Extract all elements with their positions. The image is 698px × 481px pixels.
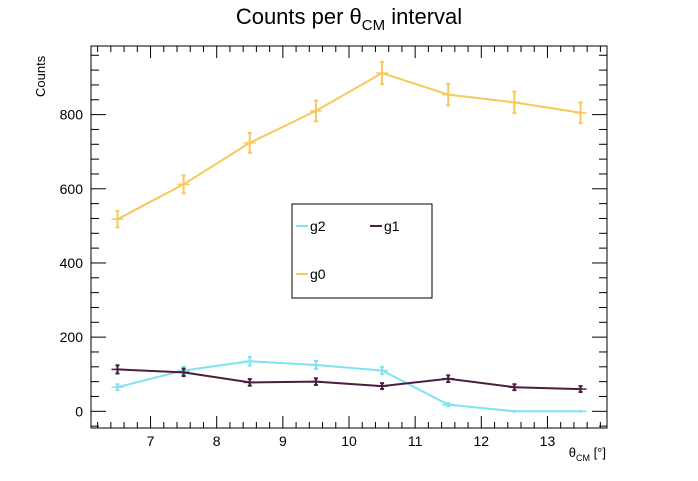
legend: g2 g1 g0: [292, 204, 432, 298]
data-point-g0: [116, 218, 119, 221]
data-point-g2: [513, 410, 516, 413]
x-tick-label: 12: [474, 433, 490, 449]
data-point-g0: [513, 101, 516, 104]
data-point-g0: [248, 141, 251, 144]
data-point-g0: [447, 93, 450, 96]
data-point-g1: [447, 377, 450, 380]
x-axis-label-tail: [°]: [590, 445, 606, 460]
series-line-g0: [118, 73, 581, 219]
data-point-g1: [579, 388, 582, 391]
chart-title-main: Counts per θ: [236, 4, 362, 29]
data-point-g0: [579, 111, 582, 114]
data-point-g1: [248, 381, 251, 384]
x-tick-label: 8: [213, 433, 221, 449]
x-tick-label: 9: [279, 433, 287, 449]
data-point-g2: [116, 386, 119, 389]
x-tick-label: 10: [341, 433, 357, 449]
x-tick-label: 11: [408, 433, 423, 449]
data-point-g1: [513, 386, 516, 389]
legend-label-g1: g1: [384, 218, 400, 234]
series-g0: [111, 62, 586, 227]
x-axis-label-sub: CM: [576, 453, 590, 463]
data-point-g0: [381, 72, 384, 75]
data-point-g1: [381, 385, 384, 388]
data-point-g2: [447, 403, 450, 406]
data-point-g0: [182, 183, 185, 186]
data-point-g1: [182, 371, 185, 374]
data-point-g2: [381, 369, 384, 372]
data-point-g2: [314, 363, 317, 366]
data-point-g2: [248, 360, 251, 363]
data-point-g2: [579, 410, 582, 413]
legend-label-g0: g0: [310, 266, 326, 282]
x-axis-label-main: θ: [569, 445, 576, 460]
y-tick-label: 0: [75, 403, 83, 419]
data-point-g1: [314, 380, 317, 383]
x-axis-label: θCM [°]: [569, 445, 606, 463]
y-tick-label: 800: [60, 107, 84, 123]
y-axis-label: Counts: [33, 55, 48, 97]
y-tick-label: 600: [60, 181, 84, 197]
chart-title-tail: interval: [385, 4, 462, 29]
x-tick-label: 7: [147, 433, 155, 449]
chart-title: Counts per θCM interval: [236, 4, 462, 34]
y-tick-label: 400: [60, 255, 84, 271]
chart-title-sub: CM: [362, 17, 385, 34]
x-tick-label: 13: [540, 433, 556, 449]
series-g1: [111, 365, 586, 392]
legend-label-g2: g2: [310, 218, 326, 234]
data-point-g0: [314, 109, 317, 112]
data-point-g1: [116, 368, 119, 371]
y-tick-label: 200: [60, 329, 84, 345]
